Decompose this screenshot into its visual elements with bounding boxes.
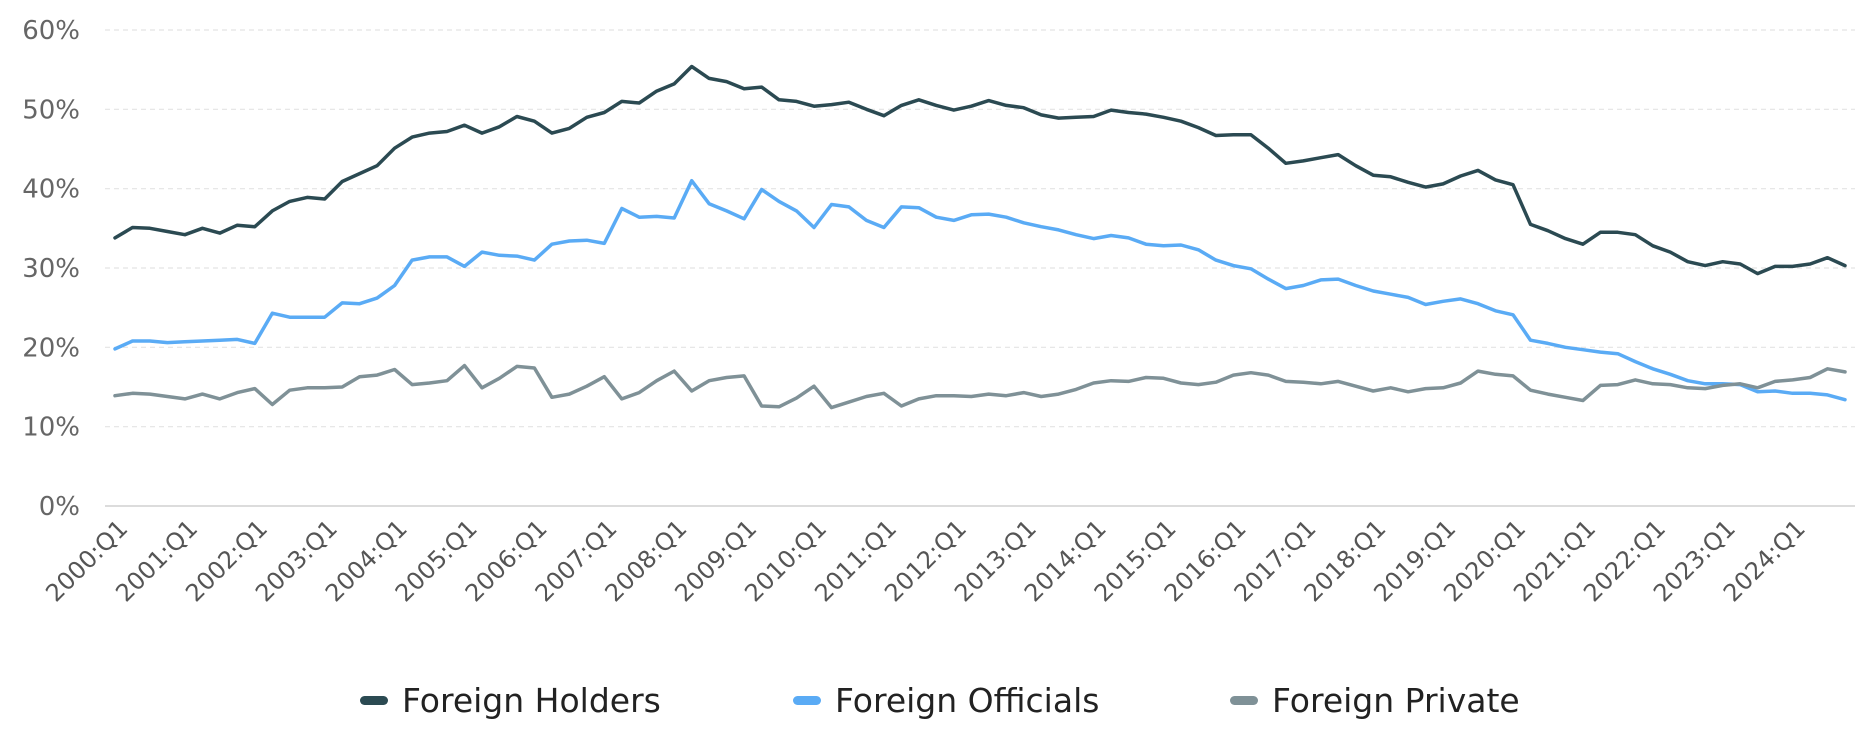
series-line-foreign-officials [113, 178, 1847, 402]
gridlines [105, 29, 1855, 507]
y-axis: 0% 10% 20% 30% 40% 50% 60% [22, 16, 80, 522]
legend: Foreign Holders Foreign Officials Foreign … [360, 681, 1520, 720]
legend-swatch [360, 696, 388, 705]
legend-item-foreign-officials: Foreign Officials [793, 681, 1099, 720]
y-tick-label: 60% [22, 16, 80, 46]
legend-label: Foreign Holders [402, 681, 661, 720]
series-line-foreign-private [113, 363, 1847, 410]
legend-label: Foreign Private [1272, 681, 1520, 720]
legend-item-foreign-private: Foreign Private [1230, 681, 1520, 720]
y-tick-label: 0% [39, 492, 80, 522]
y-tick-label: 50% [22, 95, 80, 125]
legend-label: Foreign Officials [835, 681, 1099, 720]
legend-swatch [793, 696, 821, 705]
y-tick-label: 30% [22, 254, 80, 284]
y-tick-label: 40% [22, 175, 80, 205]
legend-item-foreign-holders: Foreign Holders [360, 681, 661, 720]
series-line-foreign-holders [113, 64, 1847, 276]
y-tick-label: 10% [22, 413, 80, 443]
series-lines [113, 64, 1847, 410]
x-axis: 2000:Q12001:Q12002:Q12003:Q12004:Q12005:… [40, 514, 1810, 607]
legend-swatch [1230, 696, 1258, 705]
y-tick-label: 20% [22, 333, 80, 363]
